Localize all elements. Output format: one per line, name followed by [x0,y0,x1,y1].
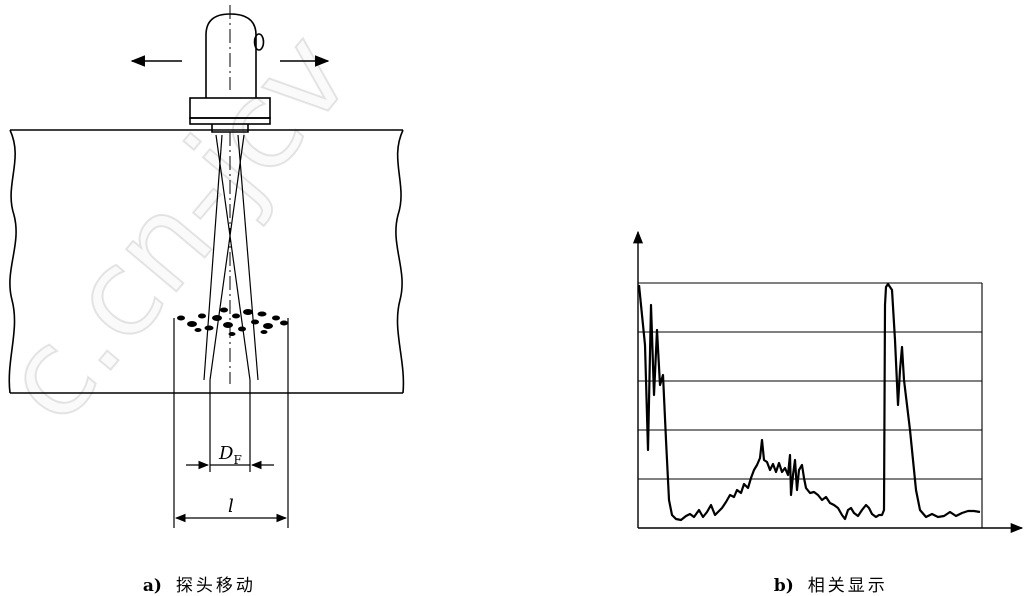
display-grid [638,282,983,528]
watermark-text: c.cn-jcv [0,7,378,449]
caption-a-label: a) [142,576,162,596]
defect-cluster [177,307,288,336]
caption-b: b) 相关显示 [763,551,888,596]
figure-canvas: DF l c.cn-jcv [0,5,1024,534]
caption-a: a) 探头移动 [132,551,256,596]
l-label: l [228,496,234,517]
workpiece-block [8,129,405,394]
panel-b-display [632,230,1024,534]
dimension-extension-lines [173,318,289,528]
caption-b-text: 相关显示 [807,576,888,596]
caption-a-text: 探头移动 [175,576,256,596]
panel-a-diagram [8,5,405,528]
df-label: DF [218,443,242,467]
probe-icon [189,5,271,133]
caption-b-label: b) [773,576,794,596]
ultrasonic-beam [203,132,259,384]
echo-trace [637,282,981,522]
